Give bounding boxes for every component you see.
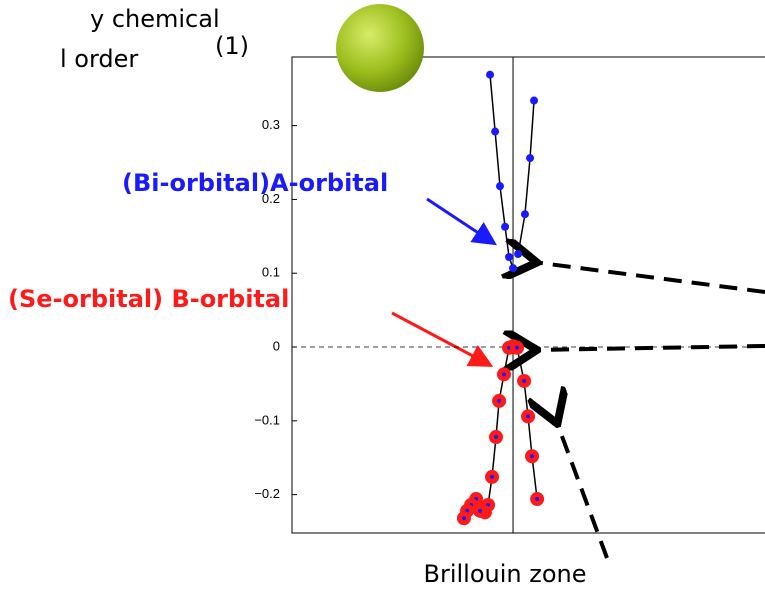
- point: [491, 128, 499, 136]
- point-core: [494, 435, 498, 439]
- annotation: (Se-orbital) B-orbital: [8, 285, 289, 313]
- arrow: [533, 346, 765, 350]
- point-core: [478, 509, 482, 513]
- point-core: [462, 516, 466, 520]
- annotation: l order: [60, 45, 138, 73]
- point-core: [522, 379, 526, 383]
- point-core: [530, 454, 534, 458]
- y-tick-label: 0.1: [262, 265, 280, 280]
- chart: −0.2−0.100.10.20.3y chemicall order(1)(B…: [0, 0, 765, 594]
- y-tick-label: 0.3: [262, 117, 280, 132]
- annotation: (Bi-orbital)A-orbital: [122, 169, 388, 197]
- point: [514, 250, 522, 258]
- annotation: y chemical: [90, 5, 220, 33]
- arrow: [556, 420, 607, 558]
- page: {"chart_data": {"type": "scatter", "xlim…: [0, 0, 765, 594]
- point: [526, 154, 534, 162]
- annotation: (1): [215, 32, 249, 60]
- y-tick-label: 0: [273, 338, 280, 353]
- point: [505, 253, 513, 261]
- point-core: [502, 372, 506, 376]
- point: [496, 182, 504, 190]
- point-core: [490, 475, 494, 479]
- point-core: [515, 346, 519, 350]
- band-line: [517, 348, 537, 499]
- arrow: [392, 313, 488, 364]
- atom-sphere: [336, 4, 424, 92]
- point: [521, 210, 529, 218]
- point: [509, 264, 517, 272]
- band-line: [490, 75, 513, 268]
- point-core: [497, 399, 501, 403]
- band-line: [518, 101, 534, 255]
- arrow: [533, 262, 765, 292]
- annotation: Brillouin zone: [424, 560, 587, 588]
- point: [530, 97, 538, 105]
- point: [486, 71, 494, 79]
- point-core: [535, 497, 539, 501]
- arrow: [427, 199, 492, 242]
- y-tick-label: −0.2: [254, 486, 280, 501]
- y-tick-label: −0.1: [254, 412, 280, 427]
- point: [501, 223, 509, 231]
- point-core: [526, 414, 530, 418]
